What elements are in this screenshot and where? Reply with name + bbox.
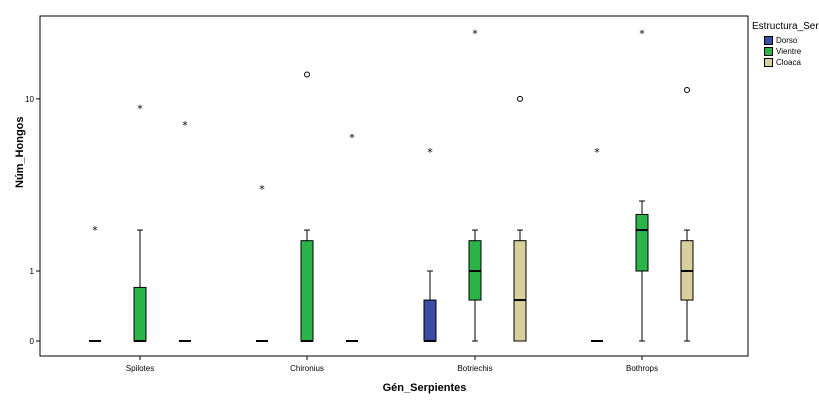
x-tick-label: Chironius [290,364,324,373]
y-tick-label: 1 [30,267,35,276]
outlier-star: * [137,102,143,115]
x-axis: Spilotes Chironius Botriechis Bothrops [126,356,658,373]
boxplot-chironius-dorso: * [256,183,268,342]
boxplots: * * * * * * * * * [89,28,694,342]
box [513,240,527,342]
legend-swatch-cloaca [764,58,773,67]
outlier-star: * [472,28,478,41]
legend-label: Vientre [776,47,802,56]
x-tick-label: Botriechis [457,364,492,373]
boxplot-spilotes-dorso: * [89,224,101,342]
x-tick-label: Spilotes [126,364,154,373]
box [423,299,437,342]
legend-item-vientre: Vientre [764,46,819,57]
boxplot-botriechis-dorso: * [423,146,437,342]
plot-area [39,15,749,357]
outlier-circle [517,95,523,102]
boxplot-bothrops-vientre: * [635,28,649,342]
legend-swatch-dorso [764,36,773,45]
legend-swatch-vientre [764,47,773,56]
outlier-star: * [594,146,600,159]
boxplot-botriechis-cloaca [513,95,527,342]
x-axis-title: Gén_Serpientes [382,382,467,394]
outlier-star: * [349,132,355,145]
y-axis-title: Núm_Hongos [14,116,26,189]
box [635,213,649,272]
legend-label: Dorso [776,36,798,45]
boxplot-bothrops-cloaca [680,87,694,342]
outlier-star: * [182,119,188,132]
boxplot-bothrops-dorso: * [591,146,603,342]
outlier-star: * [259,183,265,196]
y-tick-label: 0 [30,337,35,346]
y-tick-label: 10 [25,95,34,104]
legend-title: Estructura_Serp [752,21,819,32]
boxplot-chironius-cloaca: * [346,132,358,342]
outlier-circle [684,87,690,94]
boxplot-botriechis-vientre: * [468,28,482,342]
outlier-star: * [92,224,98,237]
legend-label: Cloaca [776,58,801,67]
box [300,240,314,342]
boxplot-spilotes-cloaca: * [179,119,191,342]
box [133,286,147,342]
outlier-star: * [427,146,433,159]
legend-item-cloaca: Cloaca [764,57,819,68]
outlier-star: * [639,28,645,41]
y-axis: 0 1 10 [25,95,40,346]
legend: Estructura_Serp Dorso Vientre Cloaca [752,21,819,68]
legend-item-dorso: Dorso [764,35,819,46]
boxplot-chironius-vientre [300,71,314,342]
boxplot-spilotes-vientre: * [133,102,147,342]
x-tick-label: Bothrops [626,364,658,373]
outlier-circle [304,71,310,78]
